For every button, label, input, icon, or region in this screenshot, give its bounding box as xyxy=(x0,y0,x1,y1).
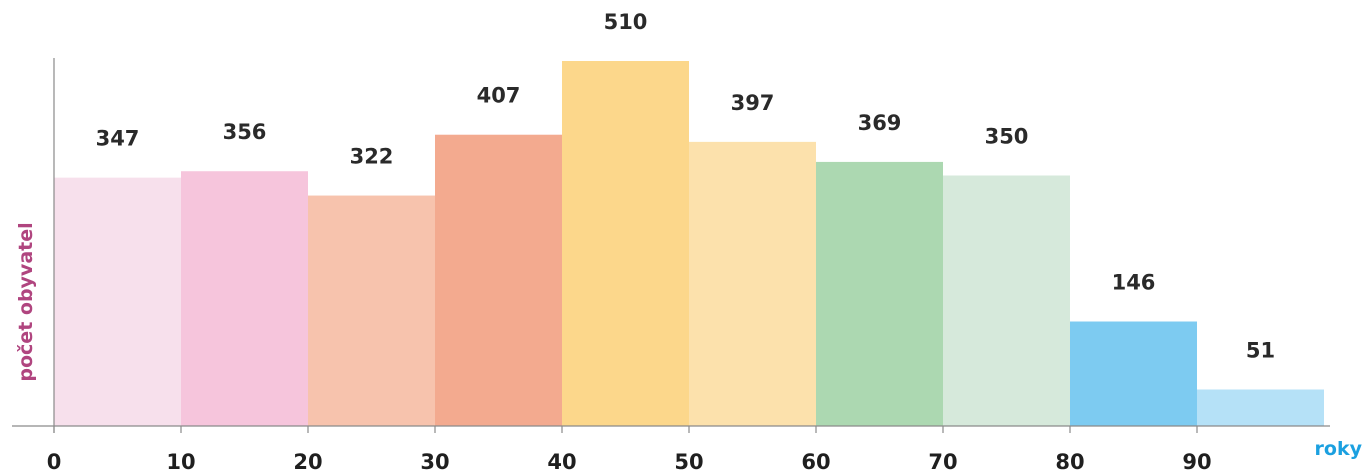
bar-0 xyxy=(54,177,181,426)
value-label-60: 369 xyxy=(858,111,902,135)
value-label-30: 407 xyxy=(477,84,521,108)
x-tick-label-70: 70 xyxy=(928,450,957,472)
x-tick-label-40: 40 xyxy=(547,450,576,472)
value-label-20: 322 xyxy=(350,145,394,169)
x-tick-label-30: 30 xyxy=(420,450,449,472)
value-labels-group: 347 356 322 407 510 397 369 350 146 51 xyxy=(96,10,1276,363)
bar-80 xyxy=(1070,321,1197,426)
value-label-10: 356 xyxy=(223,120,267,144)
bar-90 xyxy=(1197,389,1324,426)
x-tick-label-90: 90 xyxy=(1182,450,1211,472)
value-label-70: 350 xyxy=(985,125,1029,149)
bar-30 xyxy=(435,134,562,426)
x-tick-label-80: 80 xyxy=(1055,450,1084,472)
bar-20 xyxy=(308,195,435,426)
x-ticks-group xyxy=(53,426,1198,433)
x-tick-label-0: 0 xyxy=(47,450,62,472)
bar-70 xyxy=(943,175,1070,426)
bar-40 xyxy=(562,61,689,426)
bar-60 xyxy=(816,161,943,427)
value-label-40: 510 xyxy=(604,10,648,34)
bar-10 xyxy=(181,171,308,426)
value-label-0: 347 xyxy=(96,127,140,151)
value-label-50: 397 xyxy=(731,91,775,115)
bars-group xyxy=(54,61,1324,427)
value-label-90: 51 xyxy=(1246,339,1275,363)
value-label-80: 146 xyxy=(1112,271,1156,295)
x-tick-label-50: 50 xyxy=(674,450,703,472)
x-tick-labels-group: 0 10 20 30 40 50 60 70 80 90 xyxy=(47,450,1212,472)
x-tick-label-10: 10 xyxy=(166,450,195,472)
x-tick-label-60: 60 xyxy=(801,450,830,472)
y-axis-title: počet obyvatel xyxy=(15,222,37,381)
x-axis-title: roky xyxy=(1315,438,1363,460)
bar-50 xyxy=(689,141,816,426)
x-tick-label-20: 20 xyxy=(293,450,322,472)
